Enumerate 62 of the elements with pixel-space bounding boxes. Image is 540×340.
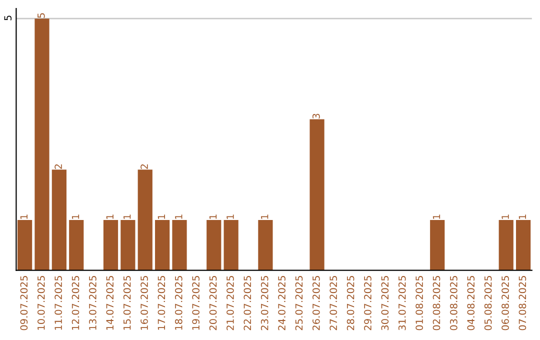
bar [498,220,514,270]
x-tick-label: 22.07.2025 [244,276,252,330]
x-tick-label: 31.07.2025 [398,276,406,330]
x-tick-label: 03.08.2025 [450,276,458,330]
x-tick-label: 20.07.2025 [209,276,217,330]
data-label: 1 [124,214,131,219]
x-tick-label: 17.07.2025 [158,276,166,330]
data-label: 1 [20,214,28,219]
x-tick-label: 10.07.2025 [37,276,45,330]
data-label: 1 [209,214,217,219]
x-tick-label: 29.07.2025 [364,276,372,330]
data-label: 2 [140,164,148,169]
x-tick-label: 19.07.2025 [192,276,200,330]
x-tick-label: 23.07.2025 [260,276,268,330]
x-tick-label: 13.07.2025 [89,276,96,330]
x-tick-label: 05.08.2025 [484,276,492,330]
x-tick-label: 02.08.2025 [432,276,440,330]
data-label: 5 [38,13,45,18]
x-tick-label: 25.07.2025 [295,276,303,330]
bar [155,220,170,270]
data-label: 1 [261,214,268,219]
bar [69,220,84,270]
x-tick-label: 26.07.2025 [312,276,320,330]
bar [120,220,136,270]
x-tick-label: 11.07.2025 [54,276,62,330]
bar [17,220,32,270]
data-label: 1 [72,214,80,219]
data-label: 1 [106,214,114,219]
data-label: 3 [312,114,320,119]
x-tick-label: 28.07.2025 [346,276,354,330]
data-label: 1 [158,214,165,219]
bar [258,220,273,270]
bar [206,220,222,270]
x-tick-label: 04.08.2025 [467,276,475,330]
x-tick-label: 27.07.2025 [330,276,338,330]
x-tick-label: 12.07.2025 [72,276,80,330]
bar [138,170,152,270]
data-label: 1 [175,214,182,219]
data-label: 1 [518,214,526,219]
x-tick-label: 24.07.2025 [278,276,286,330]
bar [34,18,50,270]
bar [430,220,445,270]
x-tick-label: 15.07.2025 [123,276,131,330]
bar [103,220,118,270]
x-tick-label: 30.07.2025 [381,276,389,330]
x-tick-label: 01.08.2025 [416,276,423,330]
x-tick-label: 18.07.2025 [174,276,182,330]
data-label: 1 [226,214,234,219]
bar [224,220,238,270]
bar [52,170,66,270]
data-label: 2 [54,164,62,169]
x-tick-label: 06.08.2025 [502,276,509,330]
bar [516,220,531,270]
bar [310,119,324,270]
x-tick-label: 21.07.2025 [226,276,234,330]
x-tick-label: 07.08.2025 [518,276,526,330]
data-label: 1 [432,214,440,219]
x-tick-label: 09.07.2025 [20,276,28,330]
data-label: 1 [502,214,509,219]
x-tick-label: 14.07.2025 [106,276,114,330]
x-tick-label: 16.07.2025 [140,276,148,330]
bar [172,220,187,270]
